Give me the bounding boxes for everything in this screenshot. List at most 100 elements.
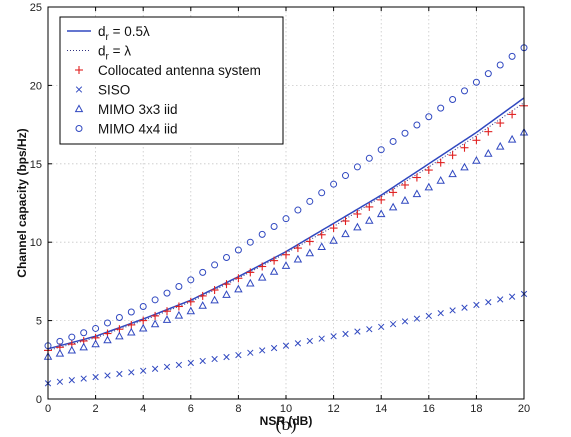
- data-point: [211, 355, 218, 363]
- data-point: [151, 365, 159, 372]
- data-point: [377, 195, 386, 204]
- tick-layer: 0 2 4 6 8 10 12 14 16 18 20 0 5 10 15 20 25: [30, 2, 530, 415]
- data-point: [437, 309, 444, 317]
- data-point: [258, 230, 266, 238]
- data-point: [116, 370, 123, 378]
- data-point: [472, 136, 481, 145]
- data-point: [365, 216, 374, 224]
- x-tick-label: 12: [327, 403, 339, 415]
- data-point: [151, 296, 159, 304]
- data-point: [377, 146, 385, 154]
- legend-box: [59, 16, 284, 145]
- data-point: [389, 320, 397, 328]
- data-point: [305, 237, 314, 246]
- data-point: [234, 274, 243, 283]
- data-point: [92, 373, 99, 381]
- data-point: [472, 78, 480, 86]
- data-point: [163, 289, 171, 297]
- data-point: [223, 353, 230, 361]
- data-point: [437, 104, 445, 112]
- data-point: [163, 307, 171, 316]
- data-point: [461, 87, 468, 95]
- data-point: [448, 151, 457, 160]
- y-tick-label: 0: [36, 394, 42, 406]
- data-point: [115, 331, 124, 340]
- data-point: [508, 52, 516, 60]
- y-tick-label: 20: [30, 80, 42, 92]
- data-point: [484, 70, 492, 78]
- x-tick-label: 10: [280, 403, 292, 415]
- data-point: [128, 369, 135, 376]
- data-point: [223, 253, 230, 261]
- data-point: [317, 242, 326, 251]
- data-point: [342, 172, 349, 180]
- data-point: [258, 262, 267, 271]
- data-point: [376, 209, 386, 218]
- data-point: [186, 306, 196, 315]
- data-point: [198, 291, 207, 300]
- data-point: [329, 235, 338, 244]
- data-point: [436, 176, 445, 184]
- data-point: [412, 173, 421, 182]
- series-layer: [43, 44, 529, 387]
- x-tick-label: 18: [470, 403, 482, 415]
- data-point: [139, 316, 148, 325]
- x-tick-label: 2: [93, 403, 99, 415]
- legend-label: SISO: [98, 83, 130, 98]
- data-point: [378, 323, 385, 331]
- data-point: [425, 312, 432, 320]
- data-point: [473, 301, 480, 309]
- data-point: [472, 156, 481, 164]
- data-point: [198, 301, 207, 309]
- data-point: [293, 244, 302, 253]
- legend-swatch: [75, 86, 83, 93]
- y-tick-label: 25: [30, 2, 42, 14]
- data-point: [485, 299, 492, 306]
- data-point: [103, 335, 112, 344]
- data-point: [199, 268, 207, 276]
- data-point: [436, 158, 445, 167]
- x-tick-label: 4: [140, 403, 146, 415]
- series-siso: [44, 290, 528, 387]
- data-point: [247, 349, 254, 356]
- legend-item-mimo-4x4-iid: MIMO 4x4 iid: [75, 122, 178, 137]
- data-point: [282, 342, 290, 349]
- data-point: [257, 272, 267, 281]
- data-point: [222, 280, 231, 289]
- x-tick-label: 8: [235, 403, 241, 415]
- data-point: [175, 282, 183, 290]
- data-point: [424, 182, 434, 191]
- data-point: [235, 351, 242, 359]
- data-point: [329, 224, 338, 233]
- data-point: [187, 276, 195, 284]
- data-point: [294, 206, 302, 214]
- data-point: [424, 166, 433, 175]
- data-point: [139, 302, 147, 310]
- data-point: [460, 143, 469, 152]
- data-point: [496, 119, 505, 128]
- legend-item-siso: SISO: [75, 83, 130, 98]
- data-point: [234, 284, 243, 293]
- data-point: [353, 209, 362, 218]
- data-point: [484, 127, 493, 136]
- data-point: [270, 256, 279, 265]
- legend-item-d-r-0-5: dr = 0.5λ: [67, 24, 150, 43]
- data-point: [67, 345, 77, 354]
- data-point: [412, 189, 422, 198]
- data-point: [293, 254, 303, 263]
- data-point: [294, 340, 302, 347]
- legend-swatch: [74, 104, 84, 113]
- legend-swatch: [75, 125, 83, 132]
- data-point: [400, 196, 410, 204]
- data-point: [449, 96, 457, 104]
- data-point: [460, 162, 469, 171]
- data-point: [246, 268, 255, 277]
- data-point: [306, 337, 313, 345]
- y-tick-label: 15: [30, 159, 42, 171]
- data-point: [330, 333, 337, 340]
- data-point: [269, 266, 279, 275]
- y-tick-label: 10: [30, 237, 42, 249]
- data-point: [354, 328, 361, 335]
- data-point: [186, 297, 195, 306]
